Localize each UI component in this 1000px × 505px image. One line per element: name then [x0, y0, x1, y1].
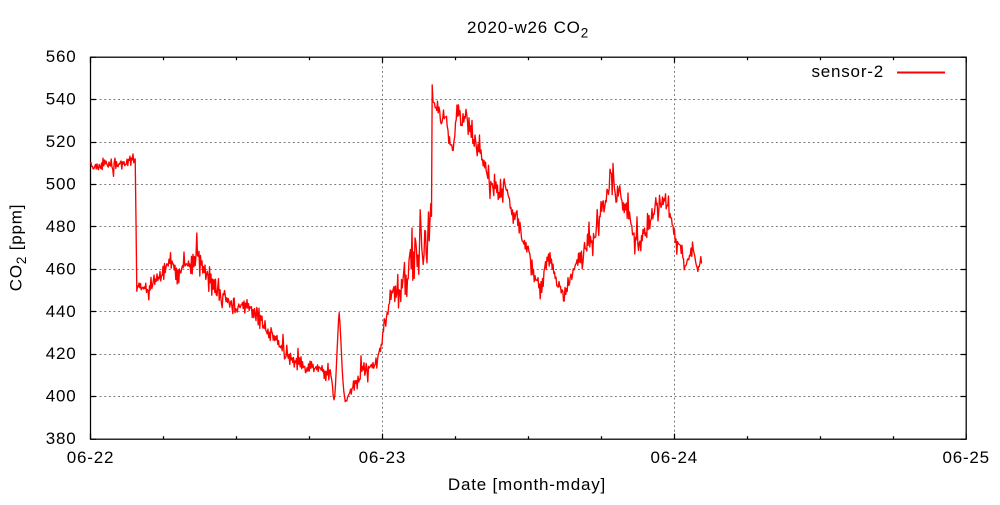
- svg-text:440: 440: [46, 302, 77, 321]
- svg-text:sensor-2: sensor-2: [811, 62, 884, 81]
- svg-text:460: 460: [46, 259, 77, 278]
- svg-text:2020-w26 CO2: 2020-w26 CO2: [467, 18, 589, 41]
- svg-text:500: 500: [46, 174, 77, 193]
- svg-text:CO2 [ppm]: CO2 [ppm]: [7, 204, 30, 291]
- svg-text:06-23: 06-23: [359, 448, 406, 467]
- svg-text:420: 420: [46, 344, 77, 363]
- svg-text:400: 400: [46, 387, 77, 406]
- svg-text:520: 520: [46, 132, 77, 151]
- svg-text:Date [month-mday]: Date [month-mday]: [448, 475, 606, 494]
- svg-text:06-25: 06-25: [942, 448, 989, 467]
- svg-text:480: 480: [46, 217, 77, 236]
- svg-text:380: 380: [46, 429, 77, 448]
- svg-text:560: 560: [46, 47, 77, 66]
- svg-text:06-22: 06-22: [67, 448, 114, 467]
- svg-text:06-24: 06-24: [651, 448, 698, 467]
- svg-text:540: 540: [46, 90, 77, 109]
